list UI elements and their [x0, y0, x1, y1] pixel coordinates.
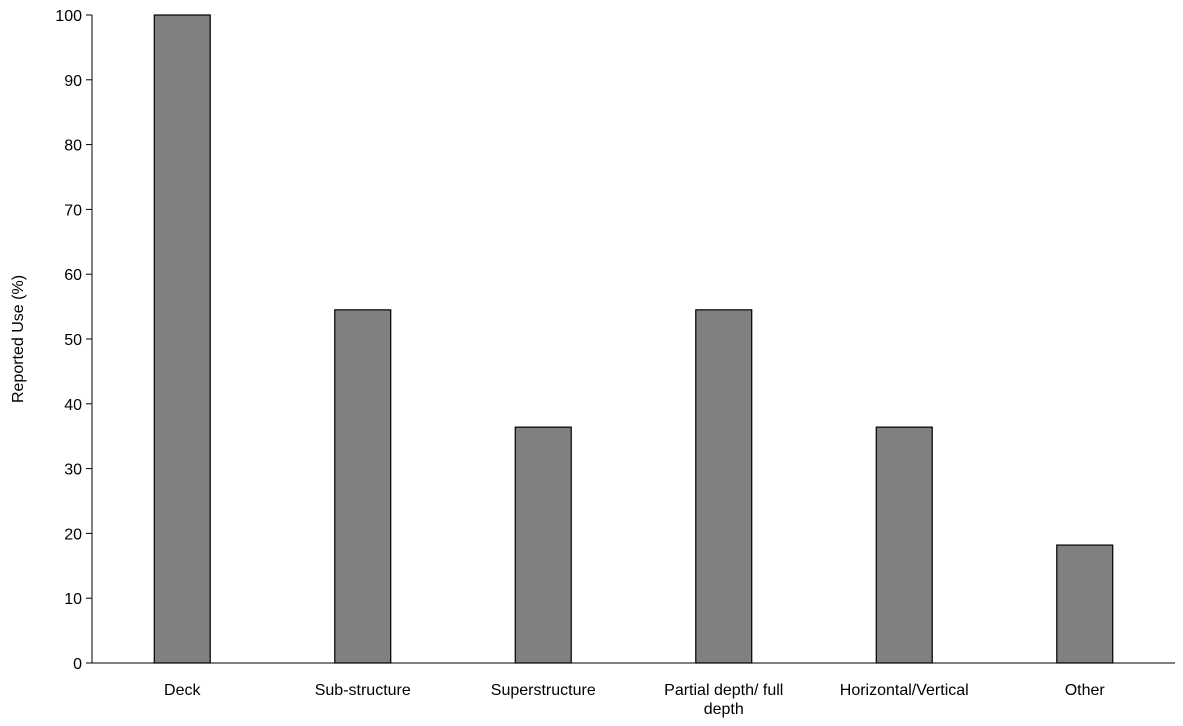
x-tick-labels: Deck Sub-structure Superstructure Partial d… [164, 682, 1105, 718]
bar-deck [153, 14, 211, 664]
y-axis-title: Reported Use (%) [10, 275, 27, 403]
y-ticks: 0 10 20 30 40 50 60 70 80 90 100 [55, 8, 92, 673]
x-tick-label: Horizontal/Vertical [840, 682, 969, 699]
y-tick-label: 80 [64, 138, 82, 155]
bars-layer [153, 14, 1114, 664]
bar-other [1056, 544, 1114, 664]
bar-partial-depth-full-depth [695, 309, 753, 664]
y-tick-label: 70 [64, 202, 82, 219]
axes-layer [91, 15, 1175, 664]
x-tick-label: Deck [164, 682, 201, 699]
x-tick-label: Partial depth/ full depth [664, 682, 783, 718]
bar-superstructure [514, 426, 572, 664]
y-tick-label: 100 [55, 8, 82, 25]
y-tick-label: 40 [64, 397, 82, 414]
x-tick-label: Other [1065, 682, 1106, 699]
y-tick-label: 10 [64, 591, 82, 608]
bar-sub-structure [334, 309, 392, 664]
y-tick-label: 60 [64, 267, 82, 284]
x-tick-label: Sub-structure [315, 682, 411, 699]
y-tick-label: 20 [64, 526, 82, 543]
y-tick-label: 90 [64, 73, 82, 90]
y-tick-label: 30 [64, 462, 82, 479]
x-tick-label: Superstructure [491, 682, 596, 699]
y-tick-label: 50 [64, 332, 82, 349]
y-tick-label: 0 [73, 656, 82, 673]
bar-horizontal-vertical [875, 426, 933, 664]
